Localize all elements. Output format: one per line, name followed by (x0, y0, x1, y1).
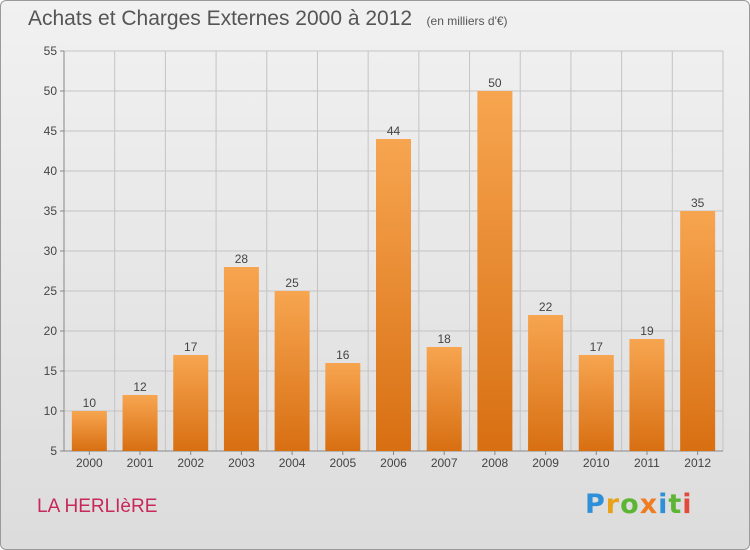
data-label: 17 (184, 340, 198, 354)
data-label: 18 (438, 332, 452, 346)
data-label: 28 (235, 252, 249, 266)
bar-2006 (376, 139, 411, 451)
y-tick-label: 35 (44, 204, 58, 218)
x-tick-label: 2004 (279, 456, 306, 470)
y-tick-label: 20 (44, 324, 58, 338)
data-label: 50 (488, 76, 502, 90)
y-tick-label: 45 (44, 124, 58, 138)
data-label: 22 (539, 300, 553, 314)
logo-letter: t (668, 489, 683, 520)
logo-letter: o (620, 489, 640, 520)
x-tick-label: 2011 (634, 456, 660, 470)
data-label: 35 (691, 196, 705, 210)
logo-letter: i (682, 489, 693, 520)
data-label: 16 (336, 348, 350, 362)
data-label: 17 (590, 340, 604, 354)
x-tick-label: 2003 (228, 456, 255, 470)
x-tick-label: 2005 (329, 456, 356, 470)
bar-2009 (528, 315, 564, 451)
y-tick-label: 10 (44, 404, 58, 418)
x-tick-label: 2000 (76, 456, 103, 470)
data-label: 12 (133, 380, 147, 394)
chart-title-text: Achats et Charges Externes 2000 à 2012 (28, 7, 413, 30)
x-tick-label: 2006 (380, 456, 407, 470)
bar-2001 (122, 395, 158, 451)
y-tick-label: 50 (44, 84, 58, 98)
bar-2011 (629, 339, 665, 451)
x-tick-label: 2009 (532, 456, 559, 470)
bar-2003 (223, 267, 259, 451)
bar-2005 (325, 363, 361, 451)
bar-2004 (274, 291, 310, 451)
data-label: 19 (640, 324, 654, 338)
y-tick-label: 40 (44, 164, 58, 178)
bar-2008 (477, 91, 513, 451)
data-label: 10 (83, 396, 97, 410)
bar-layer (71, 91, 716, 451)
y-tick-label: 15 (44, 364, 58, 378)
chart-title: Achats et Charges Externes 2000 à 2012 (… (28, 7, 508, 31)
logo-letter: P (585, 489, 606, 520)
commune-name: LA HERLIèRE (37, 496, 158, 517)
chart-units-label: (en milliers d'€) (426, 14, 508, 28)
x-tick-label: 2007 (431, 456, 458, 470)
x-tick-label: 2012 (684, 456, 711, 470)
label-layer: 5 10 15 20 25 30 35 40 45 50 55 2000 10 2001 12 2002 17 2… (44, 44, 712, 470)
bar-2007 (426, 347, 462, 451)
bar-2002 (173, 355, 209, 451)
y-tick-label: 25 (44, 284, 58, 298)
x-tick-label: 2010 (583, 456, 610, 470)
data-label: 25 (285, 276, 299, 290)
bar-2012 (680, 211, 716, 451)
x-tick-label: 2001 (127, 456, 154, 470)
bar-2000 (71, 411, 107, 451)
bar-2010 (578, 355, 614, 451)
y-tick-label: 30 (44, 244, 58, 258)
data-label: 44 (387, 124, 401, 138)
y-tick-label: 5 (50, 444, 57, 458)
logo-letter: x (639, 489, 659, 520)
logo-letter: i (658, 489, 669, 520)
logo-letter: r (605, 489, 621, 520)
y-tick-label: 55 (44, 44, 58, 58)
x-tick-label: 2008 (482, 456, 509, 470)
proxiti-logo: Proxiti (585, 489, 693, 520)
x-tick-label: 2002 (177, 456, 204, 470)
